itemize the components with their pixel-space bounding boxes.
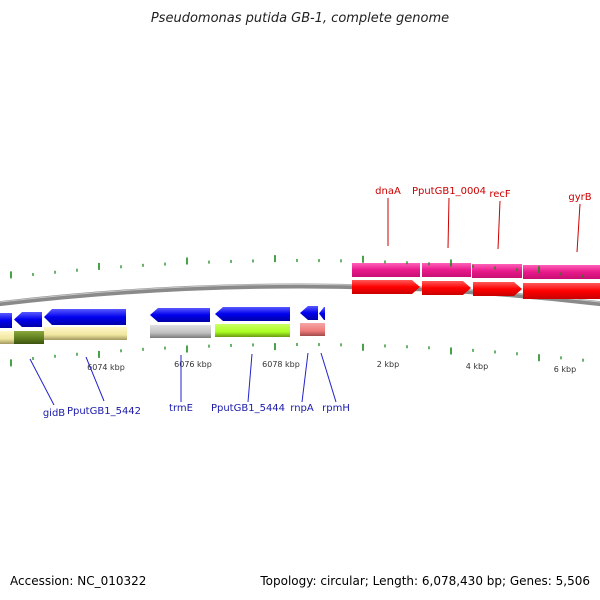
trmE-label[interactable]: trmE [169, 403, 193, 414]
partial-gene-feature[interactable] [0, 331, 14, 344]
rpmH-cds-arrow[interactable] [319, 307, 325, 320]
kbp-label-6076: 6076 kbp [174, 360, 212, 369]
gyrB-label[interactable]: gyrB [568, 192, 591, 203]
PputGB1_0004-cds-arrow[interactable] [422, 281, 471, 295]
map-title: Pseudomonas putida GB-1, complete genome [151, 11, 449, 26]
PputGB1_0004-gene-feature[interactable] [422, 263, 471, 277]
gidB-leader-line [29, 358, 55, 406]
PputGB1_5444-cds-arrow[interactable] [215, 307, 290, 321]
trmE-cds-arrow[interactable] [150, 308, 210, 322]
rnpA-cds-arrow[interactable] [300, 306, 318, 320]
gidB-label[interactable]: gidB [43, 408, 65, 419]
kbp-label-2: 2 kbp [377, 360, 399, 369]
gidB-gene-feature[interactable] [14, 331, 44, 344]
PputGB1_0004-leader-line [447, 197, 450, 249]
gyrB-leader-line [576, 203, 581, 253]
dnaA-gene-feature[interactable] [352, 263, 420, 277]
PputGB1_5444-leader-line [247, 353, 253, 403]
gyrB-cds-arrow[interactable] [523, 283, 600, 299]
recF-cds-arrow[interactable] [473, 282, 522, 296]
trmE-gene-feature[interactable] [150, 325, 211, 338]
recF-gene-feature[interactable] [472, 264, 522, 278]
PputGB1_0004-label[interactable]: PputGB1_0004 [412, 186, 486, 197]
gyrB-gene-feature[interactable] [523, 265, 600, 279]
kbp-label-6074: 6074 kbp [87, 363, 125, 372]
reverse-gene-labels: gidB PputGB1_5442 trmE PputGB1_5444 rnpA… [29, 352, 350, 419]
dnaA-label[interactable]: dnaA [375, 186, 401, 197]
rnpA-gene-feature[interactable] [300, 323, 325, 336]
rpmH-label[interactable]: rpmH [322, 403, 350, 414]
gidB-cds-arrow[interactable] [14, 312, 42, 327]
lower-tick-track [10, 343, 584, 367]
recF-label[interactable]: recF [489, 189, 511, 200]
kbp-label-6078: 6078 kbp [262, 360, 300, 369]
forward-gene-track [352, 263, 600, 279]
rnpA-label[interactable]: rnpA [290, 403, 314, 414]
forward-cds-track [352, 280, 600, 299]
kbp-label-4: 4 kbp [466, 362, 488, 371]
accession-text: Accession: NC_010322 [10, 574, 147, 588]
PputGB1_5442-label[interactable]: PputGB1_5442 [67, 406, 141, 417]
rnpA-leader-line [301, 352, 309, 403]
recF-leader-line [497, 200, 501, 250]
kbp-scale-labels: 6074 kbp 6076 kbp 6078 kbp 2 kbp 4 kbp 6… [87, 360, 576, 374]
PputGB1_5442-leader-line [85, 356, 105, 402]
reverse-gene-track [0, 323, 325, 344]
PputGB1_5444-gene-feature[interactable] [215, 324, 290, 337]
dnaA-cds-arrow[interactable] [352, 280, 420, 294]
genome-summary-text: Topology: circular; Length: 6,078,430 bp… [260, 574, 590, 588]
reverse-cds-track [0, 306, 325, 328]
rpmH-leader-line [320, 352, 337, 403]
partial-cds-arrow[interactable] [0, 313, 12, 328]
kbp-label-6: 6 kbp [554, 365, 576, 374]
upper-tick-track [10, 255, 584, 279]
PputGB1_5442-gene-feature[interactable] [44, 327, 127, 340]
PputGB1_5442-cds-arrow[interactable] [44, 309, 126, 325]
PputGB1_5444-label[interactable]: PputGB1_5444 [211, 403, 285, 414]
forward-gene-labels: dnaA PputGB1_0004 recF gyrB [375, 186, 592, 253]
